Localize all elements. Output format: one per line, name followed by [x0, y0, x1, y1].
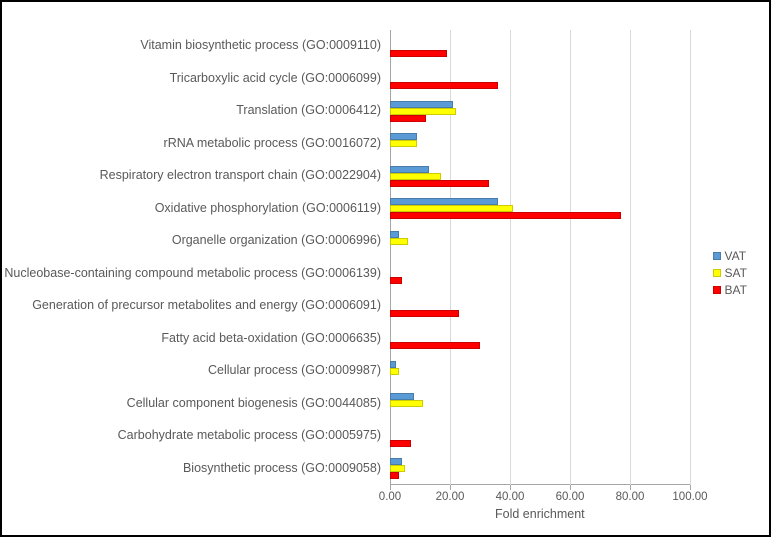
- bar-sat: [390, 238, 408, 245]
- legend-swatch: [713, 269, 721, 277]
- legend-item-vat: VAT: [713, 249, 747, 263]
- category-label: Fatty acid beta-oxidation (GO:0006635): [161, 331, 381, 345]
- bar-sat: [390, 205, 513, 212]
- bar-vat: [390, 166, 429, 173]
- legend-label: SAT: [725, 266, 747, 280]
- xtick-label: 60.00: [556, 491, 585, 503]
- bar-sat: [390, 140, 417, 147]
- category-label: Cellular component biogenesis (GO:004408…: [127, 396, 381, 410]
- bar-bat: [390, 82, 498, 89]
- bar-bat: [390, 342, 480, 349]
- bar-bat: [390, 115, 426, 122]
- bar-sat: [390, 368, 399, 375]
- category-label: Tricarboxylic acid cycle (GO:0006099): [170, 71, 381, 85]
- chart-area: VAT SAT BAT Fold enrichment 0.00 20.00 40.00…: [10, 10, 761, 527]
- category-label: Vitamin biosynthetic process (GO:0009110…: [140, 38, 381, 52]
- xtick-mark: [570, 485, 571, 490]
- xtick-mark: [630, 485, 631, 490]
- bar-sat: [390, 173, 441, 180]
- legend-item-bat: BAT: [713, 283, 747, 297]
- bar-bat: [390, 212, 621, 219]
- category-label: rRNA metabolic process (GO:0016072): [164, 136, 381, 150]
- xtick-mark: [390, 485, 391, 490]
- x-axis-label: Fold enrichment: [495, 507, 585, 521]
- bar-sat: [390, 400, 423, 407]
- xtick-mark: [690, 485, 691, 490]
- gridline: [570, 30, 571, 485]
- category-label: Carbohydrate metabolic process (GO:00059…: [118, 428, 381, 442]
- xtick-label: 80.00: [616, 491, 645, 503]
- xtick-mark: [450, 485, 451, 490]
- y-axis-line: [390, 30, 391, 485]
- bar-bat: [390, 310, 459, 317]
- bar-sat: [390, 465, 405, 472]
- bar-bat: [390, 50, 447, 57]
- bar-bat: [390, 277, 402, 284]
- bar-vat: [390, 198, 498, 205]
- bar-vat: [390, 393, 414, 400]
- legend-swatch: [713, 252, 721, 260]
- bar-bat: [390, 180, 489, 187]
- xtick-label: 0.00: [379, 491, 401, 503]
- chart-frame: VAT SAT BAT Fold enrichment 0.00 20.00 40.00…: [0, 0, 771, 537]
- gridline: [690, 30, 691, 485]
- legend-label: BAT: [725, 283, 747, 297]
- bar-vat: [390, 231, 399, 238]
- category-label: Nucleobase-containing compound metabolic…: [4, 266, 381, 280]
- legend: VAT SAT BAT: [713, 246, 747, 300]
- plot-box: [390, 30, 690, 485]
- xtick-label: 100.00: [672, 491, 707, 503]
- category-label: Generation of precursor metabolites and …: [32, 298, 381, 312]
- gridline: [450, 30, 451, 485]
- category-label: Translation (GO:0006412): [236, 103, 381, 117]
- category-label: Respiratory electron transport chain (GO…: [100, 168, 381, 182]
- bar-bat: [390, 440, 411, 447]
- bar-vat: [390, 458, 402, 465]
- legend-item-sat: SAT: [713, 266, 747, 280]
- gridline: [510, 30, 511, 485]
- category-label: Organelle organization (GO:0006996): [172, 233, 381, 247]
- category-label: Cellular process (GO:0009987): [208, 363, 381, 377]
- legend-swatch: [713, 286, 721, 294]
- legend-label: VAT: [725, 249, 747, 263]
- x-axis-line: [390, 484, 690, 485]
- xtick-label: 40.00: [496, 491, 525, 503]
- bar-bat: [390, 472, 399, 479]
- gridline: [630, 30, 631, 485]
- bar-vat: [390, 133, 417, 140]
- xtick-mark: [510, 485, 511, 490]
- xtick-label: 20.00: [436, 491, 465, 503]
- bar-sat: [390, 108, 456, 115]
- bar-vat: [390, 361, 396, 368]
- category-label: Oxidative phosphorylation (GO:0006119): [155, 201, 381, 215]
- category-label: Biosynthetic process (GO:0009058): [183, 461, 381, 475]
- bar-vat: [390, 101, 453, 108]
